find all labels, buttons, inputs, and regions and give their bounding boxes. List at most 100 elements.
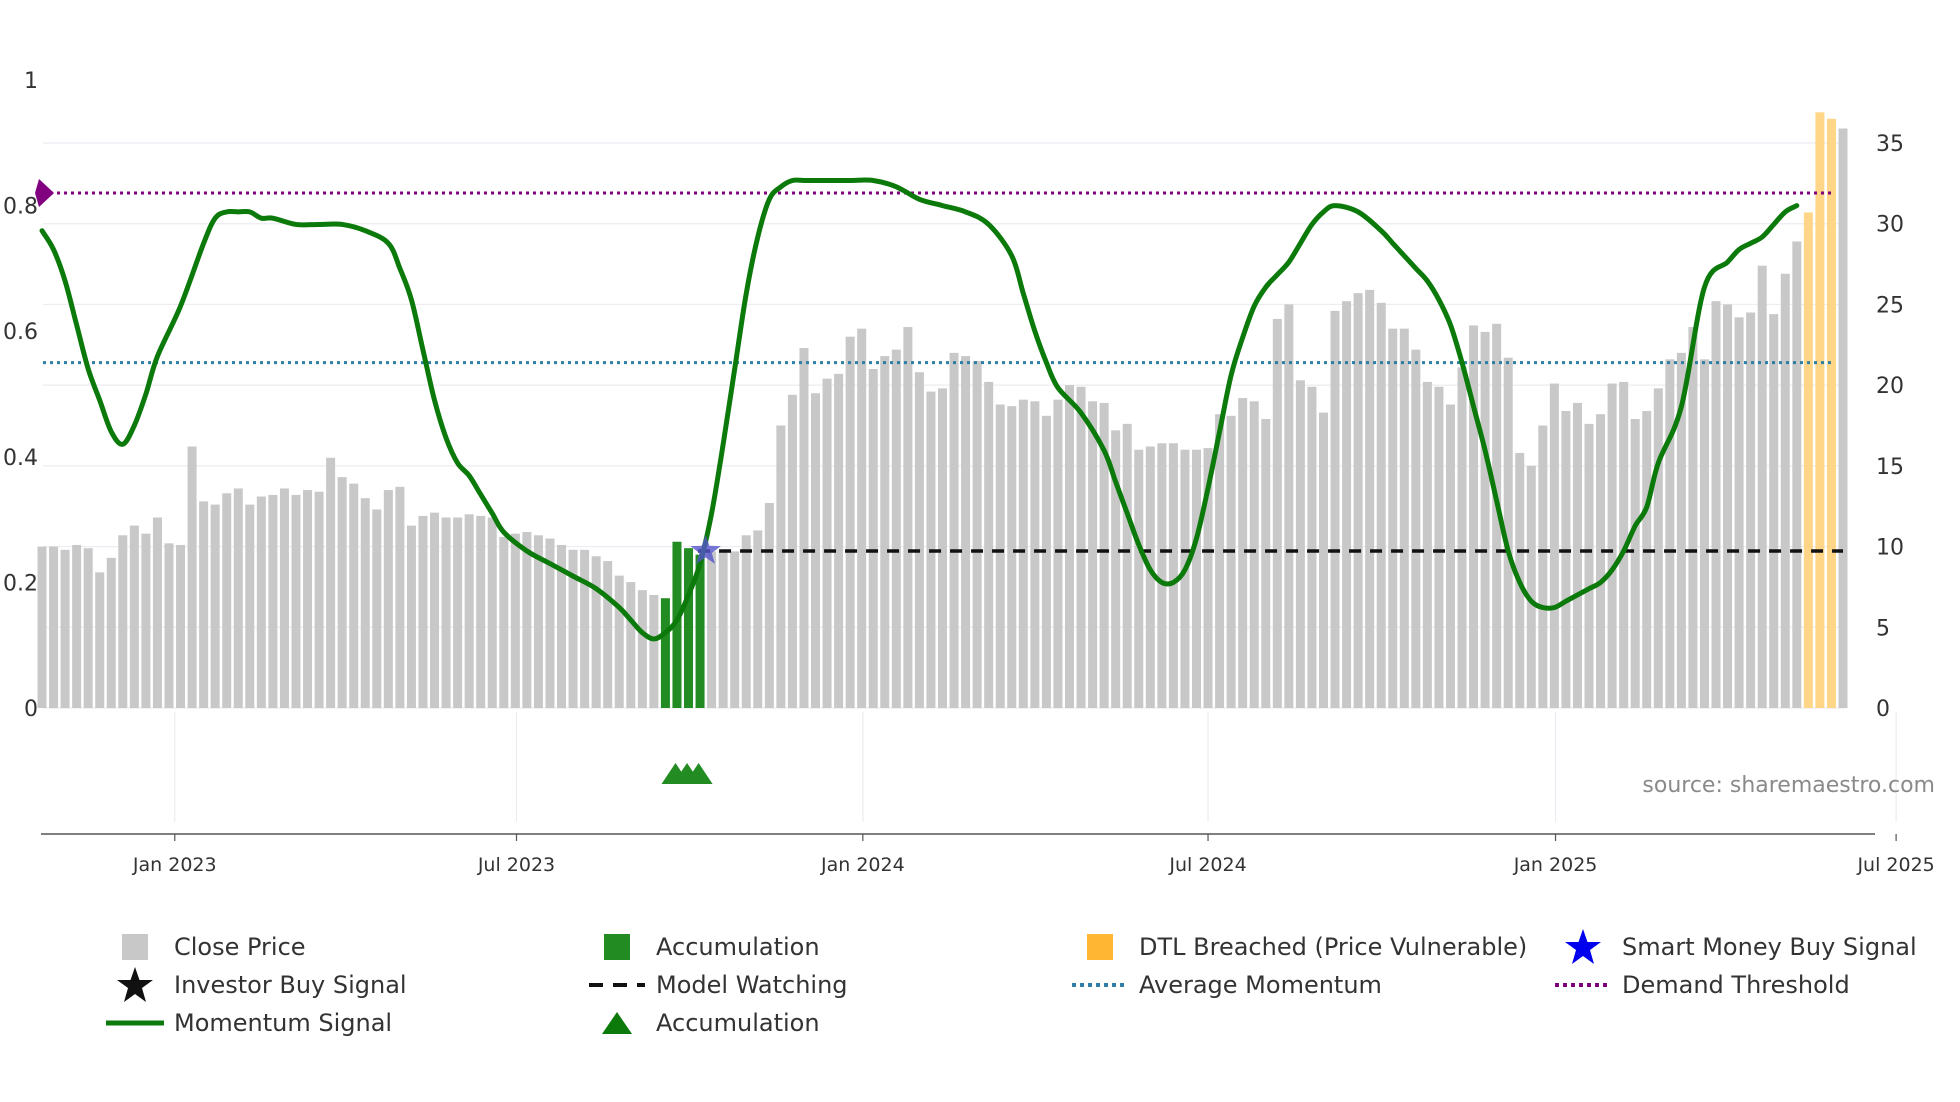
close-price-bar xyxy=(1261,419,1271,708)
close-price-bar xyxy=(129,525,139,708)
close-price-bar xyxy=(1318,412,1328,708)
close-price-bar xyxy=(279,488,289,708)
close-price-bar xyxy=(1492,323,1502,708)
close-price-bar xyxy=(187,446,197,708)
left-axis-tick-label: 0.8 xyxy=(3,195,38,220)
close-price-bar xyxy=(580,549,590,708)
purple-dotted-line-icon xyxy=(1550,968,1616,1002)
close-price-bar xyxy=(730,551,740,708)
close-price-bar xyxy=(256,496,266,708)
close-price-bar xyxy=(337,477,347,708)
close-price-bar xyxy=(1053,399,1063,708)
black-dashed-line-icon xyxy=(584,968,650,1002)
close-price-bar xyxy=(1630,419,1640,708)
close-price-bar xyxy=(1238,398,1248,708)
close-price-bar xyxy=(406,525,416,708)
legend-label: Average Momentum xyxy=(1139,971,1382,999)
close-price-bar xyxy=(1480,331,1490,708)
orange-square-icon xyxy=(1067,930,1133,964)
right-axis-tick-label: 25 xyxy=(1876,293,1904,318)
close-price-bar xyxy=(141,533,151,708)
legend-smart-money: Smart Money Buy Signal xyxy=(1550,929,1917,964)
close-price-bar xyxy=(1711,301,1721,708)
close-price-bar xyxy=(164,543,174,708)
close-price-bar xyxy=(626,582,636,708)
close-price-bar xyxy=(741,535,751,708)
source-note: source: sharemaestro.com xyxy=(1642,773,1935,798)
close-price-bar xyxy=(1088,401,1098,708)
close-price-bar xyxy=(845,336,855,708)
close-price-bar xyxy=(1769,314,1779,708)
legend-label: Smart Money Buy Signal xyxy=(1622,933,1917,961)
close-price-bar xyxy=(1249,401,1259,708)
close-price-bar xyxy=(1076,386,1086,708)
close-price-bar xyxy=(822,378,832,708)
legend-average-momentum: Average Momentum xyxy=(1067,968,1382,1002)
close-price-bar xyxy=(510,533,520,708)
close-price-bar xyxy=(476,515,486,708)
right-axis-tick-label: 5 xyxy=(1876,616,1890,641)
green-line-icon xyxy=(102,1006,168,1040)
close-price-bar xyxy=(1203,448,1213,708)
legend-label: Demand Threshold xyxy=(1622,971,1850,999)
signal-markers xyxy=(35,179,721,784)
close-price-bar xyxy=(1099,402,1109,708)
legend-label: Accumulation xyxy=(656,1009,820,1037)
close-price-bar xyxy=(1538,425,1548,708)
close-price-bar xyxy=(1111,430,1121,708)
close-price-bar xyxy=(60,549,70,708)
close-price-bar xyxy=(568,549,578,708)
close-price-bar xyxy=(1064,385,1074,708)
close-price-bar xyxy=(106,557,116,708)
close-price-bar xyxy=(1607,383,1617,708)
accumulation-bar xyxy=(684,548,694,708)
close-price-bar xyxy=(764,502,774,708)
close-price-bar xyxy=(1030,401,1040,708)
close-price-bar xyxy=(649,595,659,708)
close-price-bar xyxy=(418,515,428,708)
blue-dotted-line-icon xyxy=(1067,968,1133,1002)
left-axis-tick-label: 1 xyxy=(24,69,38,94)
close-price-bar xyxy=(1526,465,1536,708)
dtl-breached-bar xyxy=(1826,118,1836,709)
close-price-bar xyxy=(37,546,47,708)
close-price-bar xyxy=(949,352,959,708)
close-price-bar xyxy=(1549,383,1559,708)
close-price-bar xyxy=(614,575,624,708)
momentum-signal-line xyxy=(39,177,1800,642)
left-axis-tick-label: 0.6 xyxy=(3,320,38,345)
right-axis-tick-label: 15 xyxy=(1876,455,1904,480)
close-price-bar xyxy=(1284,304,1294,708)
close-price-bar xyxy=(1307,386,1317,708)
x-axis-tick-label: Jul 2024 xyxy=(1168,854,1246,876)
close-price-bars xyxy=(37,112,1848,709)
close-price-bar xyxy=(1584,423,1594,708)
close-price-bar xyxy=(718,551,728,708)
legend-accumulation-marker: Accumulation xyxy=(584,1006,820,1040)
close-price-bar xyxy=(268,494,278,708)
green-triangle-icon xyxy=(584,1006,650,1040)
legend-label: Model Watching xyxy=(656,971,848,999)
close-price-bar xyxy=(1653,388,1663,708)
right-axis-tick-label: 0 xyxy=(1876,697,1890,722)
close-price-bar xyxy=(984,381,994,708)
close-price-bar xyxy=(1503,357,1513,708)
close-price-bar xyxy=(903,327,913,708)
close-price-bar xyxy=(233,488,243,708)
accumulation-triangle xyxy=(684,763,713,784)
close-price-bar xyxy=(937,388,948,708)
green-square-icon xyxy=(584,930,650,964)
close-price-bar xyxy=(499,536,509,708)
close-price-bar xyxy=(1376,302,1386,708)
x-axis-tick-label: Jan 2024 xyxy=(820,854,905,876)
close-price-bar xyxy=(637,590,647,708)
left-axis-tick-label: 0.4 xyxy=(3,446,38,471)
close-price-bar xyxy=(199,501,209,708)
legend-label: DTL Breached (Price Vulnerable) xyxy=(1139,933,1528,961)
close-price-bar xyxy=(1619,381,1629,708)
close-price-bar xyxy=(834,373,844,708)
close-price-bar xyxy=(1734,317,1744,708)
close-price-bar xyxy=(1180,449,1190,708)
